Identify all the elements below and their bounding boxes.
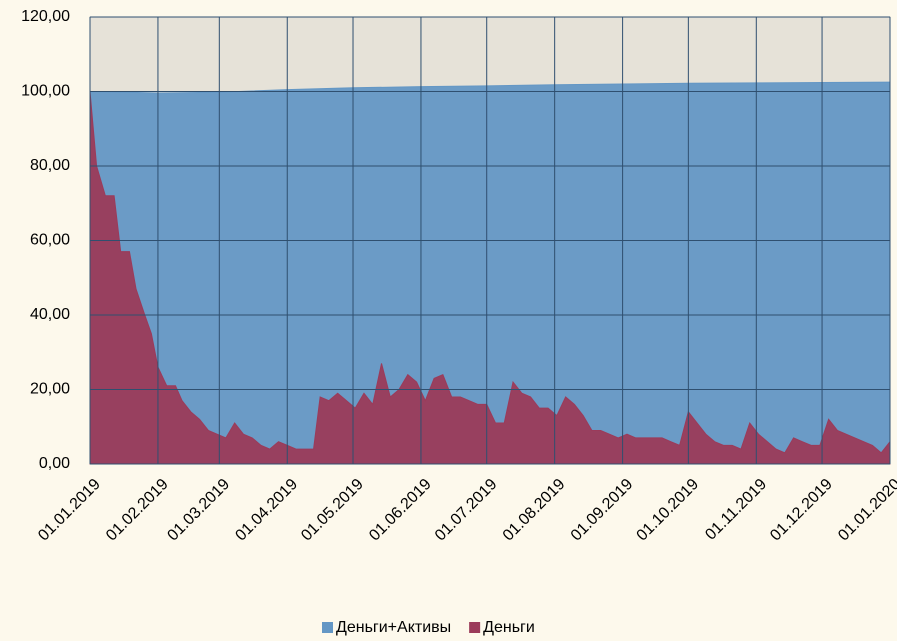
y-tick-label: 120,00 xyxy=(21,8,70,25)
y-tick-label: 60,00 xyxy=(30,232,70,249)
y-tick-label: 20,00 xyxy=(30,381,70,398)
legend: Деньги+Активы Деньги xyxy=(322,619,535,636)
legend-label: Деньги+Активы xyxy=(336,619,451,636)
legend-swatch xyxy=(469,622,481,633)
y-tick-label: 40,00 xyxy=(30,306,70,323)
y-tick-label: 100,00 xyxy=(21,83,70,100)
area xyxy=(89,81,891,465)
legend-swatch xyxy=(322,622,333,633)
y-tick-label: 0,00 xyxy=(39,455,70,472)
y-tick-label: 80,00 xyxy=(30,157,70,174)
legend-label: Деньги xyxy=(483,619,535,636)
